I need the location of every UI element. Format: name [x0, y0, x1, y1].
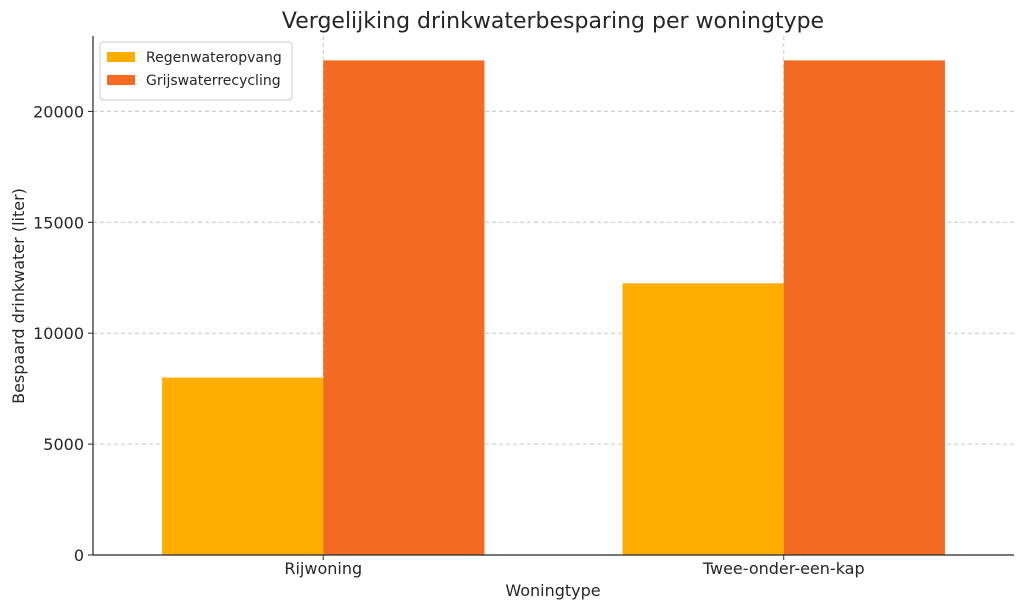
legend-swatch — [107, 52, 135, 62]
legend-label: Grijswaterrecycling — [146, 73, 281, 89]
y-tick-label: 20000 — [33, 102, 84, 121]
x-axis-label: Woningtype — [505, 581, 600, 600]
bar — [162, 377, 324, 555]
chart-title: Vergelijking drinkwaterbesparing per won… — [282, 9, 824, 34]
y-tick-label: 5000 — [43, 435, 84, 454]
x-tick-label: Twee-onder-een-kap — [702, 559, 865, 578]
legend-swatch — [107, 75, 135, 85]
legend-box — [99, 41, 293, 101]
y-tick-label: 15000 — [33, 213, 84, 232]
bar — [323, 60, 485, 556]
legend: Regenwateropvang Grijswaterrecycling — [99, 41, 293, 101]
y-axis-label: Bespaard drinkwater (liter) — [9, 188, 28, 404]
tick-labels: 0 5000 10000 15000 20000 Rijwoning Twee-onder-… — [33, 102, 865, 578]
y-tick-label: 10000 — [33, 324, 84, 343]
bar — [783, 60, 945, 556]
x-tick-label: Rijwoning — [284, 559, 362, 578]
y-tick-label: 0 — [74, 546, 84, 565]
axes — [88, 36, 1014, 560]
bar — [622, 283, 784, 555]
bars — [162, 60, 945, 556]
legend-label: Regenwateropvang — [146, 50, 282, 66]
